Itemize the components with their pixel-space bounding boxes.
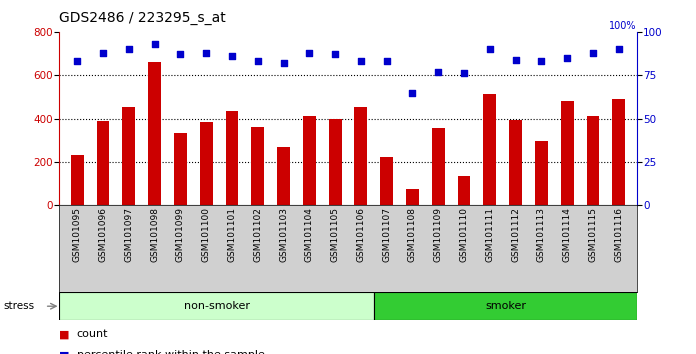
Text: GSM101099: GSM101099 xyxy=(176,207,185,262)
Point xyxy=(381,58,393,64)
Bar xyxy=(354,107,367,205)
Bar xyxy=(174,133,187,205)
Text: GSM101102: GSM101102 xyxy=(253,207,262,262)
Text: GDS2486 / 223295_s_at: GDS2486 / 223295_s_at xyxy=(59,11,226,25)
Text: ■: ■ xyxy=(59,350,70,354)
Text: GSM101105: GSM101105 xyxy=(331,207,340,262)
Point xyxy=(226,53,237,59)
Point xyxy=(200,50,212,56)
Text: GSM101113: GSM101113 xyxy=(537,207,546,262)
Point xyxy=(613,46,624,52)
Bar xyxy=(406,189,419,205)
Bar xyxy=(226,111,239,205)
Bar xyxy=(484,94,496,205)
Bar xyxy=(148,62,161,205)
Bar xyxy=(561,101,574,205)
Bar xyxy=(612,99,625,205)
Point xyxy=(459,71,470,76)
Text: GSM101104: GSM101104 xyxy=(305,207,314,262)
Bar xyxy=(277,147,290,205)
Text: count: count xyxy=(77,329,108,339)
Text: GSM101107: GSM101107 xyxy=(382,207,391,262)
Bar xyxy=(200,122,212,205)
Bar xyxy=(535,141,548,205)
Point xyxy=(510,57,521,62)
Text: stress: stress xyxy=(3,301,35,311)
Point xyxy=(252,58,263,64)
Bar xyxy=(587,116,599,205)
Point xyxy=(433,69,444,75)
Text: GSM101109: GSM101109 xyxy=(434,207,443,262)
Bar xyxy=(329,119,342,205)
Point xyxy=(72,58,83,64)
Text: GSM101098: GSM101098 xyxy=(150,207,159,262)
Text: GSM101097: GSM101097 xyxy=(125,207,134,262)
Bar xyxy=(380,156,393,205)
Text: GSM101108: GSM101108 xyxy=(408,207,417,262)
Point xyxy=(562,55,573,61)
Text: non-smoker: non-smoker xyxy=(184,301,250,311)
Text: ■: ■ xyxy=(59,329,70,339)
Bar xyxy=(251,127,264,205)
Point xyxy=(303,50,315,56)
Point xyxy=(484,46,496,52)
FancyBboxPatch shape xyxy=(59,292,374,320)
Bar xyxy=(303,116,316,205)
Point xyxy=(175,52,186,57)
Text: GSM101106: GSM101106 xyxy=(356,207,365,262)
Text: GSM101096: GSM101096 xyxy=(99,207,107,262)
Bar xyxy=(509,120,522,205)
Point xyxy=(407,90,418,96)
Point xyxy=(149,41,160,47)
Text: GSM101110: GSM101110 xyxy=(459,207,468,262)
Point xyxy=(329,52,340,57)
Bar xyxy=(432,129,445,205)
Bar xyxy=(457,176,470,205)
Point xyxy=(536,58,547,64)
Text: GSM101103: GSM101103 xyxy=(279,207,288,262)
Text: GSM101100: GSM101100 xyxy=(202,207,211,262)
Point xyxy=(278,60,289,66)
Text: smoker: smoker xyxy=(485,301,526,311)
Text: 100%: 100% xyxy=(609,21,637,31)
Text: GSM101095: GSM101095 xyxy=(72,207,81,262)
Text: GSM101115: GSM101115 xyxy=(589,207,597,262)
Point xyxy=(356,58,367,64)
Bar xyxy=(97,121,109,205)
Bar xyxy=(71,155,84,205)
Text: GSM101111: GSM101111 xyxy=(485,207,494,262)
Text: GSM101101: GSM101101 xyxy=(228,207,237,262)
Text: GSM101116: GSM101116 xyxy=(615,207,624,262)
Point xyxy=(123,46,134,52)
Point xyxy=(97,50,109,56)
Text: percentile rank within the sample: percentile rank within the sample xyxy=(77,350,264,354)
Point xyxy=(587,50,599,56)
Text: GSM101114: GSM101114 xyxy=(562,207,571,262)
Text: GSM101112: GSM101112 xyxy=(511,207,520,262)
FancyBboxPatch shape xyxy=(374,292,637,320)
Bar xyxy=(122,107,135,205)
